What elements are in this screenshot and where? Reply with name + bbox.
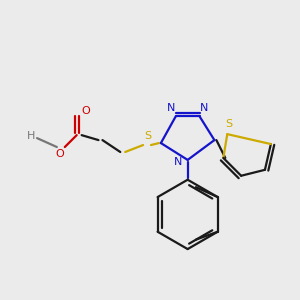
- Text: N: N: [200, 103, 209, 113]
- Text: N: N: [167, 103, 175, 113]
- Text: H: H: [27, 131, 35, 141]
- Text: N: N: [174, 157, 182, 167]
- Text: S: S: [145, 131, 152, 141]
- Text: O: O: [56, 149, 64, 159]
- Text: O: O: [81, 106, 90, 116]
- Text: S: S: [226, 119, 233, 129]
